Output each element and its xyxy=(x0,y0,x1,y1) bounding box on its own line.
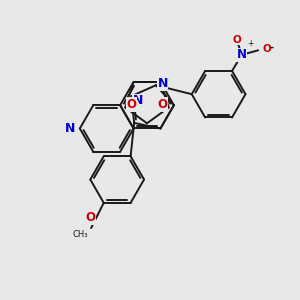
Text: N: N xyxy=(237,48,247,61)
Text: O: O xyxy=(262,44,272,54)
Text: O: O xyxy=(233,35,242,45)
Text: N: N xyxy=(65,122,75,135)
Text: -: - xyxy=(269,43,274,53)
Text: O: O xyxy=(85,211,95,224)
Text: O: O xyxy=(157,98,167,111)
Text: +: + xyxy=(247,39,253,48)
Text: N: N xyxy=(133,94,143,107)
Text: CH₃: CH₃ xyxy=(73,230,88,238)
Text: O: O xyxy=(127,98,137,111)
Text: N: N xyxy=(158,77,168,90)
